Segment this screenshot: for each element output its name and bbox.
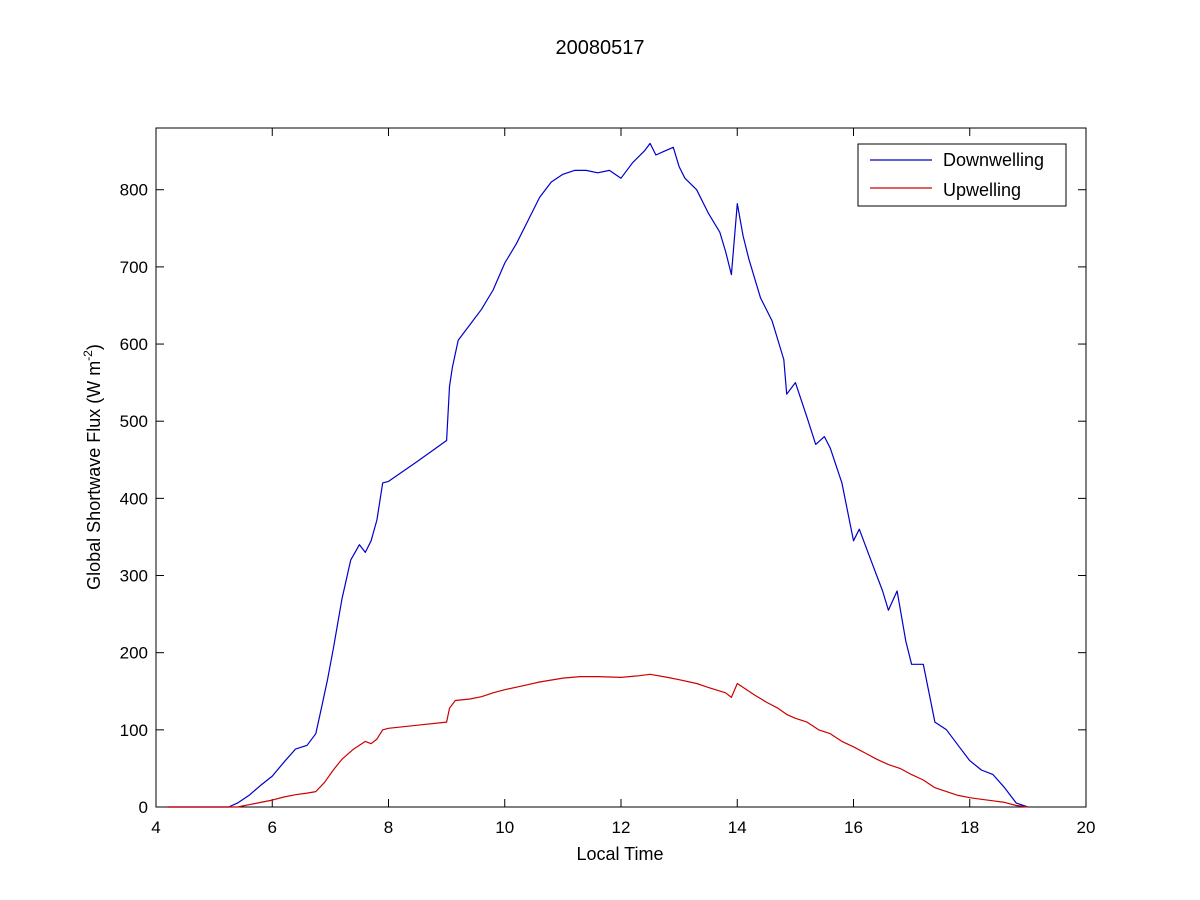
x-tick-label: 12 [612, 818, 631, 837]
y-tick-label: 800 [120, 181, 148, 200]
x-tick-label: 20 [1077, 818, 1096, 837]
y-tick-label: 100 [120, 721, 148, 740]
x-tick-label: 6 [268, 818, 277, 837]
legend-box [857, 143, 1067, 207]
plot-area [155, 127, 1087, 808]
y-tick-label: 400 [120, 489, 148, 508]
legend: Downwelling Upwelling [857, 143, 1067, 207]
chart-title: 20080517 [556, 37, 645, 59]
y-axis-label-close: ) [84, 344, 104, 350]
x-tick-label: 10 [495, 818, 514, 837]
series-layer [167, 142, 1029, 808]
y-tick-label: 200 [120, 644, 148, 663]
legend-label-upwelling: Upwelling [943, 180, 1021, 200]
y-tick-label: 500 [120, 412, 148, 431]
x-tick-label: 14 [728, 818, 747, 837]
legend-label-downwelling: Downwelling [943, 150, 1044, 170]
y-tick-label: 0 [139, 798, 148, 817]
x-axis-label: Local Time [576, 844, 663, 864]
y-axis: 0 100 200 300 400 500 600 700 800 [120, 181, 1086, 817]
y-tick-label: 600 [120, 335, 148, 354]
x-tick-label: 18 [960, 818, 979, 837]
y-tick-label: 700 [120, 258, 148, 277]
y-axis-label-main: Global Shortwave Flux (W m [84, 361, 104, 590]
x-tick-label: 16 [844, 818, 863, 837]
x-tick-label: 4 [151, 818, 160, 837]
y-axis-label-exponent: -2 [81, 350, 95, 361]
series-line-downwelling [167, 142, 1029, 808]
series-line-upwelling [167, 673, 1028, 808]
x-tick-label: 8 [384, 818, 393, 837]
x-axis: 4 6 8 10 12 14 16 18 20 [151, 128, 1095, 837]
y-tick-label: 300 [120, 567, 148, 586]
y-axis-label: Global Shortwave Flux (W m-2) [81, 344, 104, 590]
